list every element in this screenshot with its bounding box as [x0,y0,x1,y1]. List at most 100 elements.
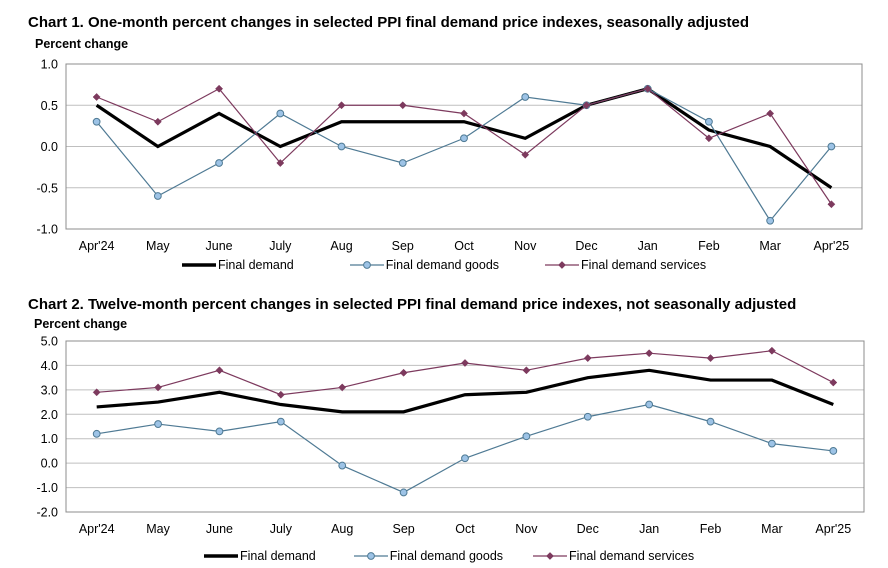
legend-marker-final-demand-services [558,261,566,269]
chart-2: Chart 2. Twelve-month percent changes in… [0,284,888,568]
data-point-final-demand-services [645,349,654,358]
chart-2-plot: 5.0 4.0 3.0 2.0 1.0 0.0 -1.0 -2.0 Apr'24 May June J… [36,335,865,536]
x-tick-label: Oct [454,239,474,253]
data-point-final-demand-goods [92,117,101,126]
data-point-final-demand-goods [154,420,162,428]
data-point-final-demand-services [582,101,591,110]
data-point-final-demand-services [154,383,163,392]
legend-item-final-demand-services: Final demand services [533,549,694,563]
y-tick-label: -0.5 [36,181,58,195]
data-point-final-demand-services [706,354,715,363]
x-tick-label: Jan [638,239,658,253]
data-point-final-demand-goods [92,429,101,438]
data-point-final-demand-goods [337,142,346,151]
y-tick-label: 0.5 [41,99,58,113]
data-point-final-demand-goods [705,117,713,126]
data-point-final-demand-services [215,84,224,93]
data-point-final-demand-services [583,354,592,363]
legend-marker-final-demand-goods [362,261,371,269]
plot-area-border [65,340,865,513]
x-tick-label: June [206,522,233,536]
data-point-final-demand-services [398,101,407,110]
x-tick-label: Mar [761,522,783,536]
series-line-final-demand [96,368,834,414]
x-tick-label: July [270,522,293,536]
x-tick-label: Aug [330,239,352,253]
legend-label-final-demand-goods: Final demand goods [385,258,500,272]
legend-item-final-demand-goods: Final demand goods [349,258,500,272]
x-tick-label: Mar [759,239,781,253]
legend-swatch-final-demand-services [545,261,580,269]
data-point-final-demand-goods [398,159,407,167]
data-point-final-demand-services [153,117,162,126]
y-tick-label: 3.0 [41,383,58,397]
legend-label-final-demand-services: Final demand services [569,549,695,563]
chart-2-title: Chart 2. Twelve-month percent changes in… [28,296,797,313]
data-point-final-demand-goods [522,432,531,441]
x-tick-label: Dec [577,522,599,536]
x-tick-label: Sep [392,239,414,253]
data-point-final-demand-goods [338,461,347,470]
legend-swatch-final-demand-goods [353,552,388,560]
legend-swatch-final-demand [182,263,216,267]
y-tick-label: 1.0 [41,58,58,72]
data-point-final-demand-services [767,346,776,355]
y-tick-label: 5.0 [41,335,58,349]
y-tick-label: 0.0 [41,140,58,154]
data-point-final-demand-goods [399,488,408,497]
y-tick-label: 0.0 [41,457,58,471]
data-point-final-demand-goods [215,427,224,436]
x-tick-label: May [146,239,170,253]
chart-1-plot: 1.0 0.5 0.0 -0.5 -1.0 Apr'24 May June July Aug Sep… [36,58,863,253]
legend-item-final-demand-services: Final demand services [545,258,706,272]
y-tick-label: -1.0 [36,223,58,237]
data-point-final-demand-services [521,150,530,159]
legend-item-final-demand-goods: Final demand goods [353,549,503,563]
data-point-final-demand-goods [829,447,838,455]
data-point-final-demand-goods [766,216,775,225]
chart-1-title: Chart 1. One-month percent changes in se… [28,14,750,31]
data-point-final-demand-goods [153,192,162,200]
x-tick-label: Nov [515,522,538,536]
series-line-final-demand-goods [96,403,834,494]
chart-1-legend: Final demand Final demand goods Final de… [182,258,706,272]
data-point-final-demand-services [337,101,346,110]
chart-1-y-axis-title: Percent change [35,37,129,51]
data-point-final-demand-services [461,359,469,367]
chart-2-y-axis-title: Percent change [34,317,128,331]
data-point-final-demand-goods [583,412,592,421]
data-point-final-demand-services [460,109,468,118]
legend-label-final-demand-services: Final demand services [581,258,707,272]
x-tick-label: Nov [514,239,537,253]
x-tick-label: Apr'25 [814,239,850,253]
data-point-final-demand-services [766,109,775,118]
series-line-final-demand-services [96,350,834,396]
x-tick-label: Oct [455,522,475,536]
legend-marker-final-demand-services [546,552,554,560]
x-tick-label: July [269,239,292,253]
data-point-final-demand-goods [768,439,776,448]
data-point-final-demand-services [827,200,836,209]
legend-swatch-final-demand-goods [349,261,384,269]
data-point-final-demand-services [829,378,838,387]
legend-marker-final-demand-goods [366,552,375,560]
data-point-final-demand-goods [521,93,530,101]
data-point-final-demand-services [92,93,101,101]
data-point-final-demand-goods [645,400,654,409]
series-line-final-demand [95,87,833,190]
x-tick-label: Apr'24 [79,239,115,253]
data-point-final-demand-goods [706,417,715,426]
legend-label-final-demand: Final demand [240,549,316,563]
data-point-final-demand-services [276,390,285,399]
data-point-final-demand-goods [461,454,469,463]
legend-item-final-demand: Final demand [182,258,294,272]
data-point-final-demand-goods [460,134,468,143]
legend-item-final-demand: Final demand [204,549,316,563]
y-tick-label: 1.0 [41,432,58,446]
x-tick-label: Sep [392,522,414,536]
x-tick-label: June [206,239,233,253]
x-tick-label: Jan [639,522,659,536]
chart-2-legend: Final demand Final demand goods Final de… [204,549,694,563]
x-tick-label: Dec [575,239,597,253]
data-point-final-demand-goods [827,142,836,151]
